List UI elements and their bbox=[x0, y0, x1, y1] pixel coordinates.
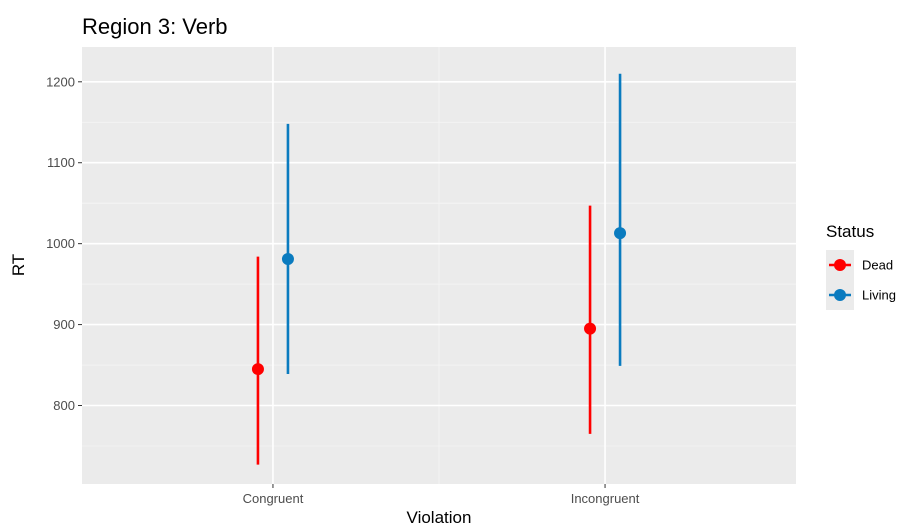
y-tick-label: 1000 bbox=[46, 236, 75, 251]
legend-label: Living bbox=[862, 288, 896, 303]
x-axis-ticks: Congruent Incongruent bbox=[243, 484, 640, 506]
y-tick-label: 1100 bbox=[47, 155, 75, 170]
legend-title: Status bbox=[826, 222, 874, 241]
series-dead bbox=[251, 205, 597, 465]
y-tick-label: 1200 bbox=[46, 74, 75, 89]
y-tick-label: 800 bbox=[53, 398, 75, 413]
legend-item-living: Living bbox=[826, 280, 896, 310]
legend-label: Dead bbox=[862, 258, 893, 273]
data-point bbox=[281, 253, 294, 266]
grid-lines bbox=[82, 47, 796, 484]
data-point bbox=[614, 227, 627, 240]
legend-key-point bbox=[834, 289, 846, 301]
y-tick-label: 900 bbox=[53, 317, 75, 332]
legend: Status Dead Living bbox=[826, 222, 896, 310]
x-tick-label: Congruent bbox=[243, 491, 304, 506]
data-point bbox=[584, 322, 597, 335]
data-series bbox=[251, 73, 627, 465]
y-axis-ticks: 800 900 1000 1100 1200 bbox=[46, 74, 82, 413]
series-living bbox=[281, 73, 627, 374]
chart-title: Region 3: Verb bbox=[82, 14, 228, 39]
data-point bbox=[251, 363, 264, 376]
x-axis-title: Violation bbox=[407, 508, 472, 527]
legend-item-dead: Dead bbox=[826, 250, 893, 280]
legend-items: Dead Living bbox=[826, 250, 896, 310]
legend-key-point bbox=[834, 259, 846, 271]
y-axis-title: RT bbox=[9, 254, 28, 276]
x-tick-label: Incongruent bbox=[571, 491, 640, 506]
